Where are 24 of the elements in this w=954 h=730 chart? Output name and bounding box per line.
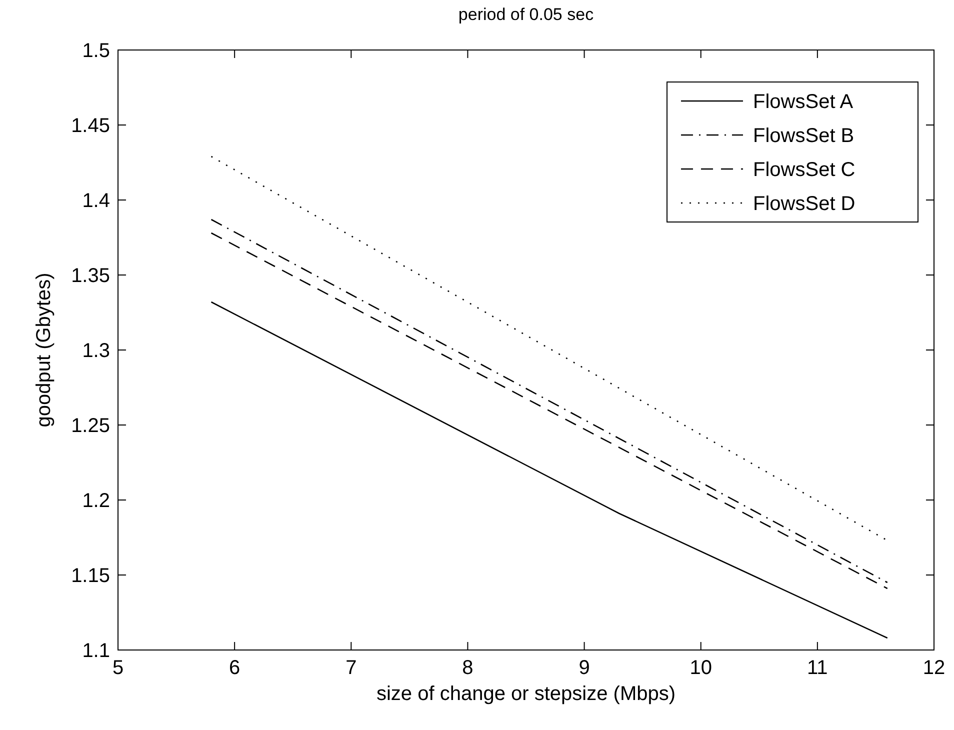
legend-label: FlowsSet A xyxy=(753,91,854,113)
x-tick-label: 10 xyxy=(690,657,712,679)
y-tick-label: 1.25 xyxy=(71,415,110,437)
y-tick-label: 1.3 xyxy=(82,340,110,362)
x-tick-label: 11 xyxy=(807,657,828,679)
y-tick-label: 1.4 xyxy=(82,190,110,212)
x-tick-label: 8 xyxy=(462,657,474,679)
y-tick-label: 1.45 xyxy=(71,115,110,137)
legend-label: FlowsSet C xyxy=(753,159,856,181)
y-axis-title: goodput (Gbytes) xyxy=(33,272,55,428)
y-tick-label: 1.15 xyxy=(71,565,110,587)
x-tick-label: 7 xyxy=(346,657,357,679)
y-tick-label: 1.2 xyxy=(82,490,110,512)
x-tick-label: 5 xyxy=(112,657,124,679)
chart-title: period of 0.05 sec xyxy=(458,5,594,24)
legend-label: FlowsSet D xyxy=(753,193,856,215)
y-tick-label: 1.35 xyxy=(71,265,110,287)
x-tick-label: 9 xyxy=(578,657,590,679)
y-tick-label: 1.5 xyxy=(82,40,110,62)
x-tick-label: 6 xyxy=(229,657,240,679)
y-tick-label: 1.1 xyxy=(82,640,110,662)
x-tick-label: 12 xyxy=(922,657,946,679)
legend-label: FlowsSet B xyxy=(753,125,854,147)
x-axis-title: size of change or stepsize (Mbps) xyxy=(376,683,676,705)
